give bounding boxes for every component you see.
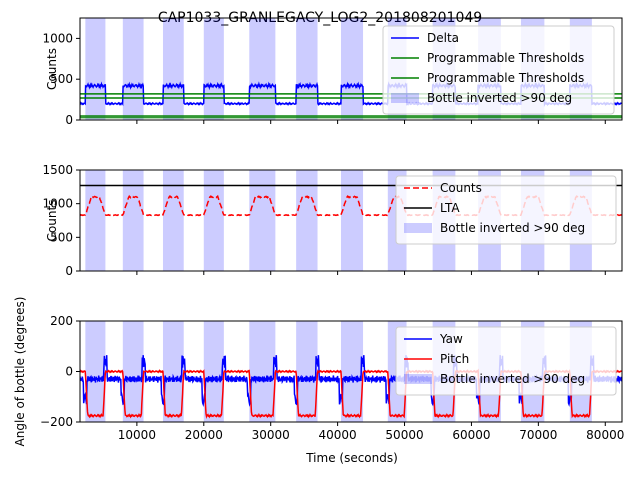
bottle-inverted-band-0 <box>85 321 106 422</box>
bottle-inverted-band-4 <box>249 18 276 120</box>
bottle-inverted-band-3 <box>203 321 224 422</box>
legend-label-2: Programmable Thresholds <box>427 71 584 85</box>
bottle-inverted-band-3 <box>203 170 224 271</box>
bottle-inverted-band-0 <box>85 170 106 271</box>
bottle-inverted-band-4 <box>249 321 276 422</box>
axes-frame <box>79 169 623 272</box>
legend-swatch-band <box>404 223 432 233</box>
y-tick-label-1: 0 <box>65 365 73 379</box>
angle-panel: −200 0 200 10000 20000 30000 40000 50000 60000 70… <box>13 297 624 447</box>
legend-box <box>395 326 617 396</box>
legend-swatch-band <box>391 93 419 103</box>
y-axis-label: Counts <box>45 200 59 242</box>
bottle-inverted-band-6 <box>340 18 364 120</box>
bottle-inverted-band-1 <box>122 170 144 271</box>
x-tick-label-1: 20000 <box>185 428 223 442</box>
y-tick-label-2: 200 <box>50 314 73 328</box>
bottle-inverted-band-2 <box>162 321 184 422</box>
legend-label-band: Bottle inverted >90 deg <box>427 91 572 105</box>
legend-label-band: Bottle inverted >90 deg <box>440 372 585 386</box>
delta-panel: 0 500 1000 Counts Delta Programmable Threshol… <box>42 17 623 127</box>
x-tick-label-0: 10000 <box>118 428 156 442</box>
threshold-strip <box>80 115 622 119</box>
x-tick-label-2: 30000 <box>252 428 290 442</box>
bottle-inverted-band-0 <box>85 18 106 120</box>
y-tick-label-0: 0 <box>65 113 73 127</box>
counts-panel: 0 500 1000 1500 Counts Counts LTA Bottle invert… <box>42 163 623 278</box>
legend-label-0: Delta <box>427 31 459 45</box>
y-axis-label: Angle of bottle (degrees) <box>13 297 27 447</box>
x-axis-label: Time (seconds) <box>305 451 398 465</box>
bottle-inverted-band-1 <box>122 18 144 120</box>
y-tick-label-0: 0 <box>65 264 73 278</box>
x-tick-label-5: 60000 <box>452 428 490 442</box>
legend-label-1: Pitch <box>440 352 469 366</box>
y-tick-label-2: 1000 <box>42 197 73 211</box>
y-tick-label-2: 1000 <box>42 31 73 45</box>
axes-frame <box>79 17 623 121</box>
bottle-inverted-band-6 <box>340 170 364 271</box>
legend-label-0: Yaw <box>439 332 463 346</box>
legend-label-1: Programmable Thresholds <box>427 51 584 65</box>
bottle-inverted-band-4 <box>249 170 276 271</box>
legend-label-band: Bottle inverted >90 deg <box>440 221 585 235</box>
legend-box <box>382 25 615 115</box>
legend-label-1: LTA <box>440 201 460 215</box>
legend-box <box>395 175 617 245</box>
y-tick-label-1: 500 <box>50 230 73 244</box>
legend-label-0: Counts <box>440 181 482 195</box>
bottle-inverted-band-5 <box>296 170 318 271</box>
series-line-1 <box>80 368 622 420</box>
y-axis-label: Counts <box>45 48 59 90</box>
y-tick-label-3: 1500 <box>42 163 73 177</box>
x-tick-label-3: 40000 <box>319 428 357 442</box>
legend-swatch-band <box>404 374 432 384</box>
bottle-inverted-band-2 <box>162 18 184 120</box>
x-tick-label-6: 70000 <box>519 428 557 442</box>
x-tick-label-4: 50000 <box>385 428 423 442</box>
y-tick-label-0: −200 <box>40 415 73 429</box>
bottle-inverted-band-6 <box>340 321 364 422</box>
bottle-inverted-band-5 <box>296 321 318 422</box>
bottle-inverted-band-2 <box>162 170 184 271</box>
y-tick-label-1: 500 <box>50 72 73 86</box>
bottle-inverted-band-5 <box>296 18 318 120</box>
bottle-inverted-band-1 <box>122 321 144 422</box>
bottle-inverted-band-3 <box>203 18 224 120</box>
series-line-0 <box>80 194 622 217</box>
x-tick-label-7: 80000 <box>586 428 624 442</box>
